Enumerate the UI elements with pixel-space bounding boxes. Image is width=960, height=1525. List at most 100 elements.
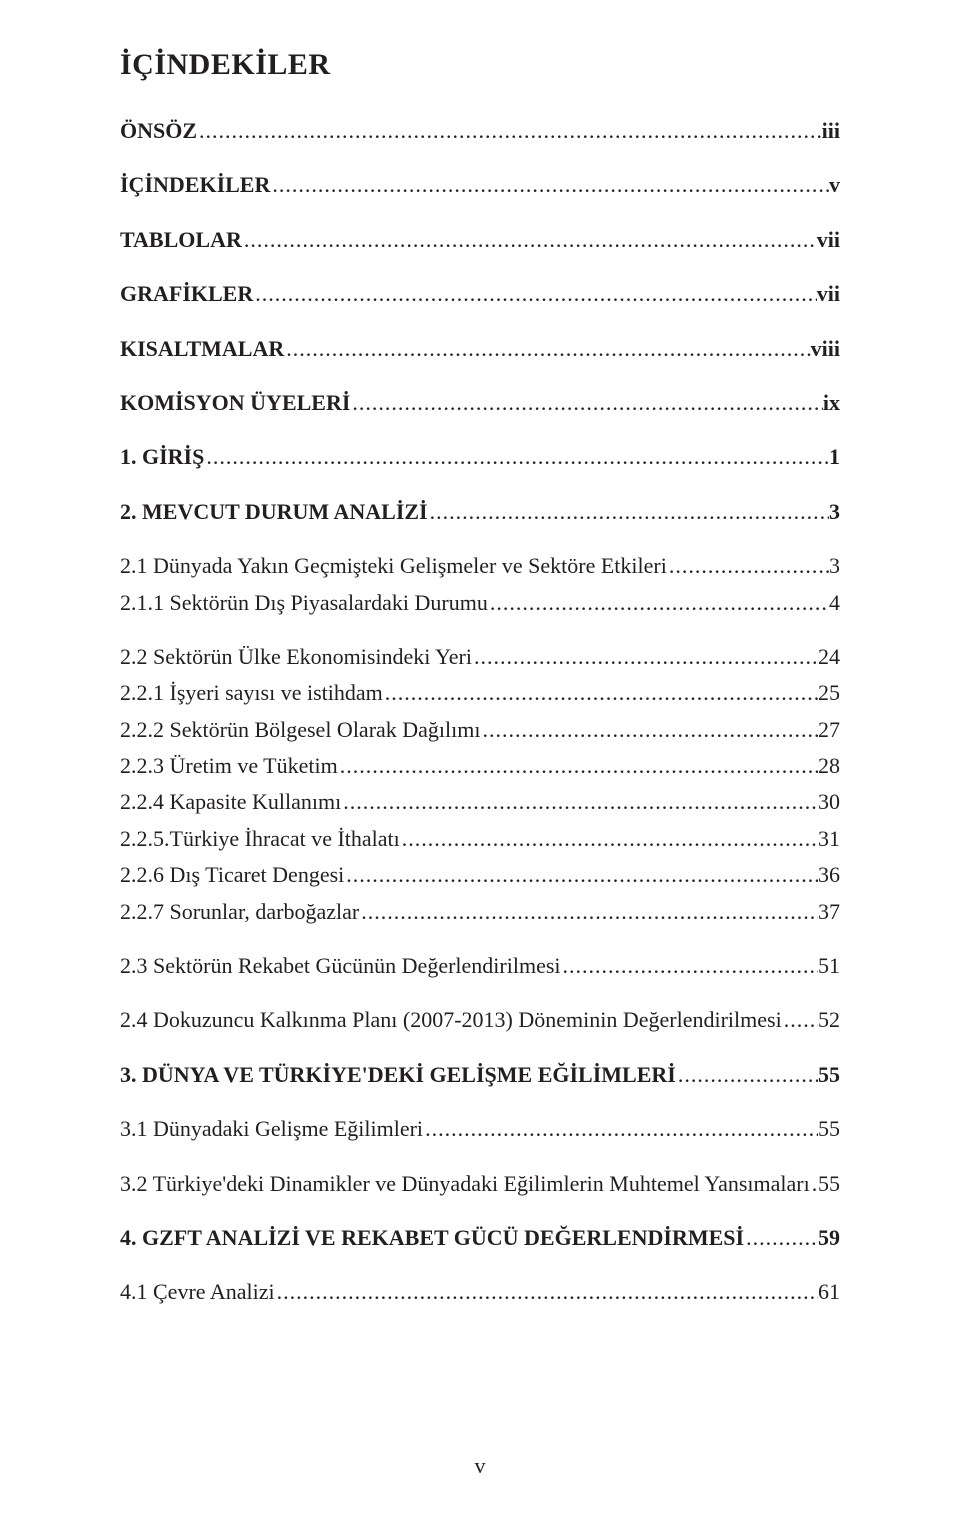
toc-label: 2.4 Dokuzuncu Kalkınma Planı (2007-2013)… [120,1007,782,1033]
toc-label: 3.1 Dünyadaki Gelişme Eğilimleri [120,1116,423,1142]
toc-entry: KISALTMALAR.............................… [120,336,840,362]
toc-label: ÖNSÖZ [120,118,197,144]
toc-page: 55 [818,1062,840,1088]
toc-entry: KOMİSYON ÜYELERİ........................… [120,390,840,416]
toc-page: 36 [818,862,840,888]
toc-leader: ........................................… [744,1225,818,1251]
toc-page: 51 [818,953,840,979]
toc-entry: 2.1 Dünyada Yakın Geçmişteki Gelişmeler … [120,553,840,579]
toc-entry: 4.1 Çevre Analizi.......................… [120,1279,840,1305]
page-number: v [0,1453,960,1479]
toc-label: 2. MEVCUT DURUM ANALİZİ [120,499,428,525]
toc-page: vii [817,227,840,253]
toc-page: 59 [818,1225,840,1251]
toc-line: TABLOLAR................................… [120,227,840,253]
toc-leader: ........................................… [197,118,822,144]
toc-line: 3.1 Dünyadaki Gelişme Eğilimleri........… [120,1116,840,1142]
toc-leader: ........................................… [472,644,818,670]
toc-entry: GRAFİKLER...............................… [120,281,840,307]
toc-label: 3. DÜNYA VE TÜRKİYE'DEKİ GELİŞME EĞİLİML… [120,1062,676,1088]
toc-line: 2.4 Dokuzuncu Kalkınma Planı (2007-2013)… [120,1007,840,1033]
document-page: İÇİNDEKİLER ÖNSÖZ.......................… [0,0,960,1525]
toc-entry: 2.2.6 Dış Ticaret Dengesi...............… [120,862,840,888]
toc-label: 2.2.4 Kapasite Kullanımı [120,789,341,815]
toc-page: 3 [829,553,840,579]
toc-page: vii [817,281,840,307]
toc-line: KOMİSYON ÜYELERİ........................… [120,390,840,416]
toc-page: v [829,172,840,198]
toc-line: 2.2.7 Sorunlar, darboğazlar.............… [120,899,840,925]
toc-page: 1 [829,444,840,470]
toc-line: 2.2.5.Türkiye İhracat ve İthalatı.......… [120,826,840,852]
toc-line: 2. MEVCUT DURUM ANALİZİ.................… [120,499,840,525]
toc-page: ix [823,390,840,416]
toc-label: 1. GİRİŞ [120,444,204,470]
toc-entry: 2.2.1 İşyeri sayısı ve istihdam.........… [120,680,840,706]
toc-entry: 2.2 Sektörün Ülke Ekonomisindeki Yeri...… [120,644,840,670]
toc-line: 2.1.1 Sektörün Dış Piyasalardaki Durumu.… [120,590,840,616]
toc-line: 2.2.1 İşyeri sayısı ve istihdam.........… [120,680,840,706]
toc-page: 37 [818,899,840,925]
toc-line: 2.2.2 Sektörün Bölgesel Olarak Dağılımı.… [120,717,840,743]
toc-page: iii [822,118,840,144]
toc-leader: ........................................… [284,336,810,362]
toc-page: 24 [818,644,840,670]
toc-label: 2.2.2 Sektörün Bölgesel Olarak Dağılımı [120,717,481,743]
toc-entry: 2.2.5.Türkiye İhracat ve İthalatı.......… [120,826,840,852]
toc-line: ÖNSÖZ...................................… [120,118,840,144]
toc-line: 4.1 Çevre Analizi.......................… [120,1279,840,1305]
toc-line: 2.3 Sektörün Rekabet Gücünün Değerlendir… [120,953,840,979]
toc-label: 2.2.6 Dış Ticaret Dengesi [120,862,344,888]
toc-entry: 3.1 Dünyadaki Gelişme Eğilimleri........… [120,1116,840,1142]
toc-leader: ........................................… [423,1116,818,1142]
toc-entry: 1. GİRİŞ................................… [120,444,840,470]
toc-leader: ........................................… [428,499,829,525]
toc-label: İÇİNDEKİLER [120,172,270,198]
toc-page: 61 [818,1279,840,1305]
toc-label: 2.2.1 İşyeri sayısı ve istihdam [120,680,383,706]
toc-entry: ÖNSÖZ...................................… [120,118,840,144]
toc-leader: ........................................… [667,553,829,579]
toc-leader: ........................................… [676,1062,818,1088]
toc-label: 2.2 Sektörün Ülke Ekonomisindeki Yeri [120,644,472,670]
toc-label: 2.1 Dünyada Yakın Geçmişteki Gelişmeler … [120,553,667,579]
toc-leader: ........................................… [338,753,818,779]
toc-page: 28 [818,753,840,779]
toc-line: GRAFİKLER...............................… [120,281,840,307]
toc-leader: ........................................… [275,1279,818,1305]
toc-line: 3. DÜNYA VE TÜRKİYE'DEKİ GELİŞME EĞİLİML… [120,1062,840,1088]
toc-leader: ........................................… [359,899,818,925]
toc-entry: 3.2 Türkiye'deki Dinamikler ve Dünyadaki… [120,1171,840,1197]
toc-page: viii [811,336,840,362]
toc-page: 27 [818,717,840,743]
toc-entry: 3. DÜNYA VE TÜRKİYE'DEKİ GELİŞME EĞİLİML… [120,1062,840,1088]
toc-leader: ........................................… [341,789,818,815]
toc-label: KISALTMALAR [120,336,284,362]
toc-entry: 2.2.3 Üretim ve Tüketim.................… [120,753,840,779]
toc-line: KISALTMALAR.............................… [120,336,840,362]
toc-leader: ........................................… [350,390,822,416]
toc-page: 52 [818,1007,840,1033]
toc-leader: ........................................… [782,1007,818,1033]
toc-label: 2.2.5.Türkiye İhracat ve İthalatı [120,826,400,852]
toc-line: 2.2 Sektörün Ülke Ekonomisindeki Yeri...… [120,644,840,670]
toc-entry: 2.4 Dokuzuncu Kalkınma Planı (2007-2013)… [120,1007,840,1033]
toc-leader: ........................................… [400,826,818,852]
toc-entry: 2.1.1 Sektörün Dış Piyasalardaki Durumu.… [120,590,840,616]
toc-line: 4. GZFT ANALİZİ VE REKABET GÜCÜ DEĞERLEN… [120,1225,840,1251]
toc-leader: ........................................… [561,953,818,979]
toc-entry: 2.2.2 Sektörün Bölgesel Olarak Dağılımı.… [120,717,840,743]
toc-label: KOMİSYON ÜYELERİ [120,390,350,416]
toc-page: 3 [829,499,840,525]
table-of-contents: ÖNSÖZ...................................… [120,118,840,1306]
toc-entry: 2.3 Sektörün Rekabet Gücünün Değerlendir… [120,953,840,979]
toc-label: 4.1 Çevre Analizi [120,1279,275,1305]
toc-leader: ........................................… [488,590,829,616]
toc-line: 2.1 Dünyada Yakın Geçmişteki Gelişmeler … [120,553,840,579]
toc-page: 31 [818,826,840,852]
toc-leader: ........................................… [253,281,817,307]
toc-leader: ........................................… [481,717,819,743]
toc-entry: 2. MEVCUT DURUM ANALİZİ.................… [120,499,840,525]
toc-line: 2.2.4 Kapasite Kullanımı................… [120,789,840,815]
toc-leader: ........................................… [204,444,829,470]
